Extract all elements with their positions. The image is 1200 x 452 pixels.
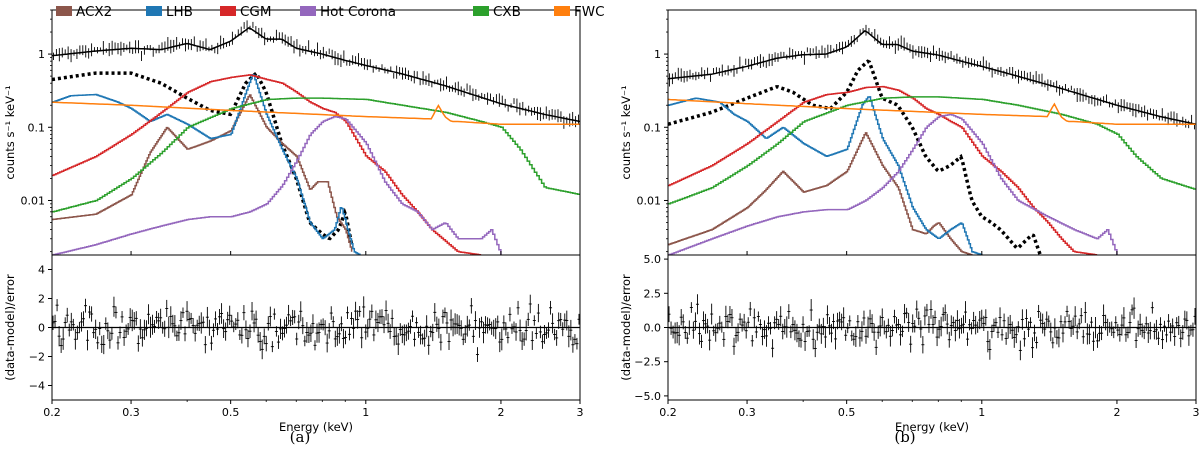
series-acx2	[668, 132, 973, 255]
residual-y-tick-label: 0.0	[644, 322, 662, 335]
series-line-fwc	[668, 98, 1196, 125]
legend-swatch	[554, 6, 570, 16]
residual-y-axis-label: (data-model)/error	[619, 274, 633, 381]
series-line-acx2	[668, 132, 973, 255]
y-tick-label: 1	[654, 48, 661, 61]
x-tick-label: 3	[577, 406, 584, 419]
x-tick-label: 2	[1113, 406, 1120, 419]
residual-y-tick-label: −5.0	[634, 390, 661, 403]
legend-swatch	[220, 6, 236, 16]
residual-plot-area	[668, 294, 1196, 361]
legend-item-fwc: FWC	[554, 4, 605, 20]
x-tick-label: 0.2	[43, 406, 61, 419]
series-line-fwc	[52, 101, 580, 125]
x-tick-label: 0.3	[738, 406, 756, 419]
series-line-cgm	[668, 85, 1098, 255]
x-tick-label: 0.5	[838, 406, 856, 419]
series-hot-corona	[668, 113, 1118, 255]
legend-swatch	[56, 6, 72, 16]
legend-label: FWC	[574, 4, 605, 20]
legend-item-cxb: CXB	[473, 4, 521, 20]
series-line-acx2	[52, 94, 353, 252]
x-tick-label: 0.5	[222, 406, 240, 419]
series-cxb	[668, 96, 1196, 205]
series-line-lhb	[52, 74, 361, 255]
series-line-total-foreground	[52, 70, 354, 245]
series-data	[669, 24, 1195, 130]
series-fwc	[668, 98, 1196, 125]
series-line-cgm	[52, 74, 482, 255]
top-axes-frame	[51, 9, 581, 256]
legend-item-cgm: CGM	[220, 4, 272, 20]
top-plot-area	[668, 24, 1196, 255]
y-axis-label: counts s⁻¹ keV⁻¹	[3, 85, 17, 179]
series-model	[52, 27, 580, 123]
legend-label: CGM	[240, 4, 272, 20]
residual-y-tick-label: −4	[29, 380, 45, 393]
series-cgm	[668, 85, 1098, 255]
x-tick-label: 1	[978, 406, 985, 419]
series-line-model	[52, 27, 580, 123]
series-model	[668, 30, 1196, 125]
series-acx2	[52, 94, 353, 252]
y-tick-label: 0.1	[28, 121, 46, 134]
residual-y-tick-label: 0	[38, 322, 45, 335]
y-tick-label: 0.1	[644, 121, 662, 134]
legend-swatch	[146, 6, 162, 16]
legend-swatch	[473, 6, 489, 16]
x-axis-label: Energy (keV)	[279, 420, 353, 434]
x-axis-label: Energy (keV)	[895, 420, 969, 434]
y-tick-label: 0.01	[21, 194, 46, 207]
y-tick-label: 1	[38, 48, 45, 61]
residual-y-tick-label: 2	[38, 293, 45, 306]
series-cgm	[52, 74, 482, 255]
series-cxb	[52, 97, 580, 213]
x-tick-label: 3	[1193, 406, 1200, 419]
residual-y-axis-label: (data-model)/error	[3, 274, 17, 381]
panel-a: 0.01 0.1 1 −4 −2 0 2 4 0.2 0.3 0.5 1 2 3 Energy (keV) c…	[3, 9, 584, 446]
panel-b: 0.01 0.1 1 −5.0 −2.5 0.0 2.5 5.0 0.2 0.3 0.5 1 2 3 Ene…	[619, 9, 1200, 446]
series-line-cxb	[52, 97, 580, 213]
series-hot-corona	[52, 116, 502, 255]
residual-y-tick-label: 4	[38, 264, 45, 277]
y-axis-label: counts s⁻¹ keV⁻¹	[619, 85, 633, 179]
series-total-foreground	[52, 70, 354, 245]
x-tick-label: 1	[362, 406, 369, 419]
legend-item-acx2: ACX2	[56, 4, 112, 20]
residual-y-tick-label: 2.5	[644, 287, 662, 300]
x-tick-label: 2	[497, 406, 504, 419]
residual-y-tick-label: −2.5	[634, 356, 661, 369]
legend-label: LHB	[166, 4, 193, 20]
residual-y-tick-label: 5.0	[644, 253, 662, 266]
series-line-cxb	[668, 96, 1196, 205]
series-fwc	[52, 101, 580, 125]
residual-plot-area	[52, 294, 580, 362]
series-line-hot-corona	[52, 116, 502, 255]
legend-item-hot-corona: Hot Corona	[300, 4, 396, 20]
legend-item-lhb: LHB	[146, 4, 193, 20]
y-tick-label: 0.01	[637, 194, 662, 207]
legend-label: Hot Corona	[320, 4, 396, 20]
series-line-model	[668, 30, 1196, 125]
legend: ACX2 LHB CGM Hot Corona CXB FWC	[56, 4, 605, 20]
legend-label: ACX2	[76, 4, 112, 20]
x-tick-label: 0.2	[659, 406, 677, 419]
residual-y-tick-label: −2	[29, 351, 45, 364]
series-lhb	[52, 74, 361, 255]
legend-label: CXB	[493, 4, 521, 20]
series-data	[53, 20, 579, 129]
x-tick-label: 0.3	[122, 406, 140, 419]
series-line-hot-corona	[668, 113, 1118, 255]
legend-swatch	[300, 6, 316, 16]
panel-label: (a)	[290, 428, 311, 446]
top-plot-area	[52, 20, 580, 255]
panel-label: (b)	[894, 428, 915, 446]
